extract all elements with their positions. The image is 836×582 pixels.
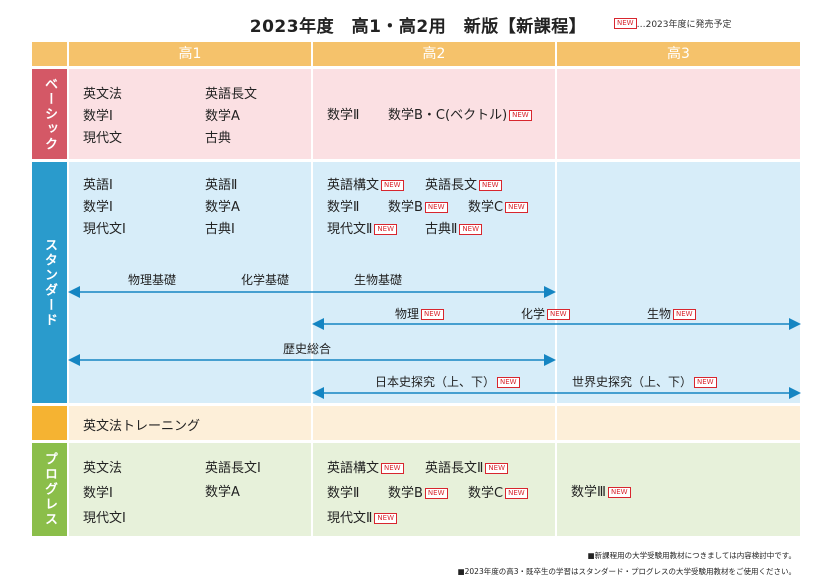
item: 現代文Ⅱ NEW	[327, 507, 397, 526]
item: 数学A	[205, 109, 240, 124]
span-label: 歴史総合	[283, 342, 332, 356]
new-badge: NEW	[694, 377, 717, 388]
new-badge: NEW	[459, 224, 482, 235]
item: 英語Ⅱ	[205, 178, 238, 193]
item: 数学C NEW	[468, 482, 528, 501]
span-label: 世界史探究（上、下） NEW	[572, 373, 717, 390]
new-badge: NEW	[424, 202, 448, 213]
new-badge: NEW	[424, 488, 448, 499]
header-col-2: 高2	[313, 42, 555, 66]
new-badge: NEW	[374, 224, 397, 235]
new-badge: NEW	[497, 377, 520, 388]
item: 数学Ⅰ	[83, 486, 113, 501]
new-badge: NEW	[505, 202, 528, 213]
new-badge: NEW	[607, 487, 631, 498]
new-badge: NEW	[374, 513, 397, 524]
item: 数学A	[205, 200, 240, 215]
new-badge: NEW	[421, 309, 444, 320]
item: 英語長文 NEW	[425, 174, 502, 193]
legend: NEW …2023年度に発売予定	[612, 17, 732, 30]
new-badge: NEW	[509, 110, 532, 121]
item: 現代文Ⅱ NEW	[327, 218, 397, 237]
span-label: 生物基礎	[354, 273, 403, 287]
page-title: 2023年度 高1・高2用 新版【新課程】	[249, 17, 587, 37]
item: 数学B NEW	[388, 196, 448, 215]
span-label: 日本史探究（上、下） NEW	[375, 373, 520, 390]
span-label: 物理 NEW	[395, 305, 444, 322]
item: 英文法	[83, 87, 123, 102]
span-label: 化学 NEW	[521, 305, 570, 322]
item: 古典Ⅱ NEW	[425, 218, 482, 237]
span-label: 物理基礎	[128, 273, 177, 287]
row-label-training	[32, 406, 67, 440]
progress-cell-3	[557, 443, 800, 536]
item: 古典Ⅰ	[205, 222, 235, 237]
item: 英文法	[83, 461, 123, 476]
item: 英語Ⅰ	[83, 178, 113, 193]
span-label: 化学基礎	[241, 273, 290, 287]
item: 数学Ⅰ	[83, 109, 113, 124]
item: 現代文Ⅰ	[83, 222, 126, 237]
item: 数学Ⅰ	[83, 200, 113, 215]
header-corner	[32, 42, 67, 66]
new-badge: NEW	[673, 309, 696, 320]
item: 英語構文 NEW	[327, 457, 404, 476]
new-badge: NEW	[614, 18, 637, 29]
item: 数学C NEW	[468, 196, 528, 215]
item: 古典	[205, 131, 232, 146]
item: 数学Ⅲ NEW	[571, 481, 631, 500]
header-col-3: 高3	[557, 42, 800, 66]
item: 数学A	[205, 485, 240, 500]
new-badge: NEW	[485, 463, 508, 474]
item: 英語長文Ⅱ NEW	[425, 457, 508, 476]
footnote: ■新課程用の大学受験用教材につきましては内容検討中です。	[587, 551, 796, 560]
header-col-1: 高1	[69, 42, 311, 66]
progress-cell-1	[69, 443, 311, 536]
row-label-basic: ベーシック	[32, 69, 67, 159]
training-cell-2	[313, 406, 555, 440]
item: 現代文	[83, 131, 123, 146]
standard-cell-3	[557, 162, 800, 403]
item: 現代文Ⅰ	[83, 511, 126, 526]
item: 数学B NEW	[388, 482, 448, 501]
row-label-progress: プログレス	[32, 443, 67, 536]
new-badge: NEW	[381, 180, 404, 191]
row-label-standard: スタンダード	[32, 162, 67, 403]
basic-cell-3	[557, 69, 800, 159]
training-cell-1	[69, 406, 311, 440]
item: 英語長文Ⅰ	[205, 461, 261, 476]
item: 英語構文 NEW	[327, 174, 404, 193]
item: 数学Ⅱ	[327, 486, 360, 501]
legend-text: …2023年度に発売予定	[636, 20, 732, 30]
training-cell-3	[557, 406, 800, 440]
span-label: 生物 NEW	[647, 305, 696, 322]
item: 英語長文	[205, 87, 258, 102]
item: 数学Ⅱ	[327, 200, 360, 215]
new-badge: NEW	[381, 463, 404, 474]
item: 英文法トレーニング	[83, 419, 201, 434]
item: 数学Ⅱ	[327, 108, 360, 123]
item: 数学B・C(ベクトル) NEW	[388, 104, 532, 123]
basic-cell-1	[69, 69, 311, 159]
new-badge: NEW	[505, 488, 528, 499]
new-badge: NEW	[479, 180, 502, 191]
new-badge: NEW	[547, 309, 570, 320]
footnote: ■2023年度の高3・既卒生の学習はスタンダード・プログレスの大学受験用教材をご…	[457, 567, 796, 576]
